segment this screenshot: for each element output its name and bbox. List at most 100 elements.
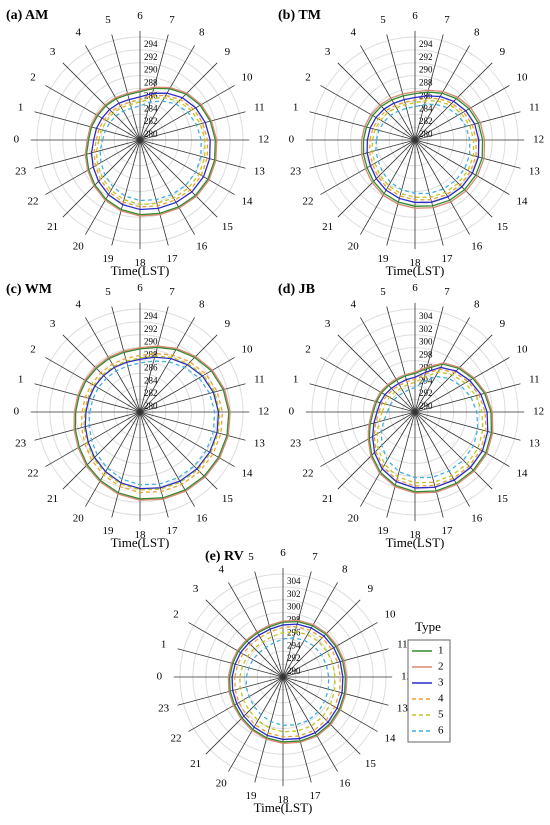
hour-label: 3	[325, 46, 331, 58]
hour-label: 11	[529, 102, 540, 114]
hour-label: 21	[47, 221, 58, 233]
r-tick-label: 292	[419, 388, 433, 398]
series-line	[83, 355, 221, 491]
hour-label: 16	[196, 241, 208, 253]
legend-label: 2	[438, 661, 444, 673]
hour-label: 1	[18, 102, 24, 114]
hour-label: 19	[378, 525, 390, 537]
hour-label: 5	[105, 286, 111, 298]
hour-label: 9	[500, 46, 506, 58]
hour-label: 18	[278, 794, 290, 806]
spoke	[139, 383, 246, 413]
spoke	[414, 139, 493, 218]
hour-label: 11	[254, 374, 265, 386]
hour-label: 2	[305, 344, 311, 356]
r-tick-label: 290	[419, 401, 433, 411]
spoke	[282, 676, 338, 772]
hour-label: 15	[497, 221, 509, 233]
legend-box	[407, 639, 451, 743]
hour-label: 23	[158, 703, 170, 715]
series-line	[366, 95, 480, 204]
hour-label: 4	[350, 26, 356, 38]
spoke	[337, 411, 416, 490]
r-tick-label: 286	[144, 362, 158, 372]
hour-label: 12	[258, 406, 269, 418]
x-axis-label: Time(LST)	[254, 800, 313, 815]
spoke	[177, 648, 284, 678]
spoke	[254, 571, 284, 678]
hour-label: 22	[27, 467, 38, 479]
hour-label: 15	[222, 221, 234, 233]
hour-label: 2	[30, 72, 36, 84]
series-line	[371, 100, 475, 198]
panel-title: (c) WM	[6, 282, 52, 297]
hour-label: 0	[14, 406, 20, 418]
hour-label: 3	[50, 318, 56, 330]
panel-title: (d) JB	[278, 282, 315, 297]
hour-label: 1	[293, 374, 299, 386]
hour-label: 10	[517, 72, 529, 84]
spoke	[360, 45, 416, 141]
hour-label: 4	[350, 298, 356, 310]
r-tick-label: 282	[144, 116, 158, 126]
hour-label: 14	[242, 467, 254, 479]
r-tick-label: 290	[144, 65, 158, 75]
series-line	[73, 345, 231, 501]
spoke	[414, 139, 521, 169]
spoke	[337, 62, 416, 141]
spoke	[414, 139, 470, 235]
hour-label: 6	[280, 547, 286, 559]
spoke	[139, 411, 235, 467]
legend-label: 6	[438, 725, 444, 737]
spoke	[360, 317, 416, 413]
series-line	[88, 360, 216, 486]
r-tick-label: 298	[287, 615, 301, 625]
r-tick-label: 290	[144, 337, 158, 347]
spoke	[414, 111, 521, 141]
panel-title: (a) AM	[6, 8, 48, 23]
r-tick-label: 302	[419, 324, 433, 334]
hour-label: 21	[322, 493, 333, 505]
hour-label: 0	[289, 406, 295, 418]
series-line	[380, 375, 479, 479]
spoke	[139, 139, 169, 246]
r-tick-label: 296	[287, 627, 301, 637]
r-tick-label: 288	[144, 78, 158, 88]
spoke	[414, 411, 470, 507]
r-tick-label: 292	[144, 52, 158, 62]
series-line	[84, 86, 218, 217]
spoke	[337, 334, 416, 413]
hour-label: 0	[289, 134, 295, 146]
panel-title: (b) TM	[278, 8, 321, 23]
spoke	[309, 383, 416, 413]
spoke	[111, 411, 141, 518]
spoke	[360, 139, 416, 235]
spoke	[45, 85, 141, 141]
hour-label: 10	[517, 344, 529, 356]
spoke	[282, 648, 389, 678]
hour-label: 1	[293, 102, 299, 114]
series-line	[376, 371, 484, 484]
spoke	[414, 139, 444, 246]
spoke	[111, 139, 141, 246]
hour-label: 17	[309, 790, 321, 802]
spoke	[309, 111, 416, 141]
hour-label: 17	[166, 253, 178, 265]
spoke	[282, 622, 378, 678]
hour-label: 13	[529, 166, 541, 178]
hour-label: 5	[380, 286, 386, 298]
spoke	[62, 334, 141, 413]
hour-label: 19	[246, 790, 258, 802]
hour-label: 5	[380, 14, 386, 26]
hour-label: 23	[290, 166, 302, 178]
spoke	[414, 334, 493, 413]
hour-label: 20	[73, 241, 85, 253]
hour-label: 12	[401, 671, 412, 683]
spoke	[282, 599, 361, 678]
spoke	[139, 357, 235, 413]
r-tick-label: 284	[419, 103, 433, 113]
spoke	[139, 317, 195, 413]
